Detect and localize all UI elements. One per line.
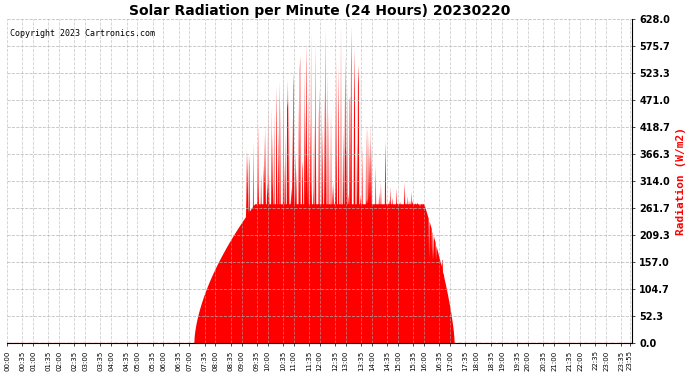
Y-axis label: Radiation (W/m2): Radiation (W/m2) <box>676 127 686 235</box>
Title: Solar Radiation per Minute (24 Hours) 20230220: Solar Radiation per Minute (24 Hours) 20… <box>129 4 510 18</box>
Text: Copyright 2023 Cartronics.com: Copyright 2023 Cartronics.com <box>10 29 155 38</box>
